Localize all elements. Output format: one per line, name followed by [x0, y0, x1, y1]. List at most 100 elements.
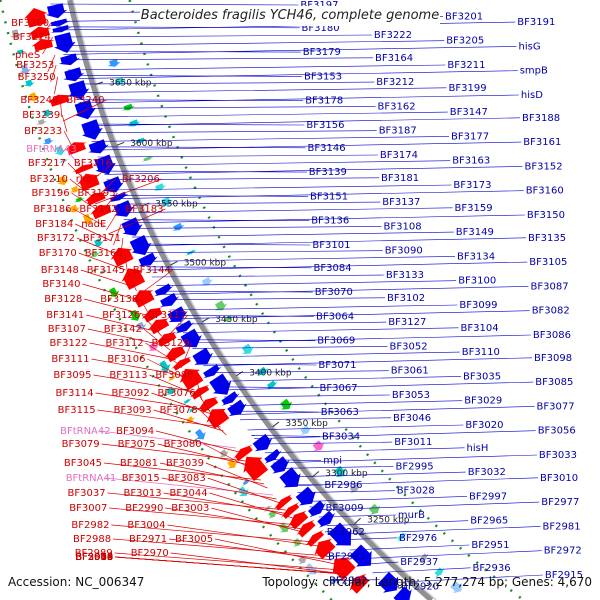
right-callout-line-73: [258, 441, 393, 445]
reverse-gene-arrow-31: [295, 486, 316, 506]
reverse-gene-arrow-22: [192, 347, 213, 365]
reverse-gene-arrow-16: [138, 252, 158, 267]
left-callout-line-64: [209, 492, 293, 519]
category-block-1: [14, 49, 27, 54]
right-gene-label-58: BF3110: [462, 347, 500, 358]
left-callout-line-61: [207, 477, 281, 504]
left-callout-line-59: [105, 477, 274, 496]
forward-gene-arrow-1: [28, 26, 52, 40]
left-gene-label-66: BF2990: [125, 503, 163, 514]
right-gene-label-23: BF3161: [523, 137, 561, 148]
category-block-14: [82, 213, 94, 225]
left-gene-label-61: BF3083: [168, 473, 206, 484]
forward-gene-arrow-30: [349, 573, 370, 594]
tick-label-1: 3600 kbp: [130, 139, 173, 149]
right-gene-label-21: BF3187: [379, 126, 417, 137]
left-gene-label-0: BF3280: [11, 18, 49, 29]
right-gene-label-4: BF3180: [302, 23, 340, 34]
right-callout-line-60: [202, 363, 317, 366]
accession-text: Accession: NC_006347: [8, 575, 145, 589]
left-gene-label-37: BF3122: [50, 338, 88, 349]
left-callout-line-80: [115, 556, 346, 575]
left-gene-label-52: BF3094: [116, 426, 154, 437]
left-callout-line-36: [143, 328, 171, 351]
left-callout-line-24: [78, 252, 126, 271]
reverse-gene-arrow-15: [129, 235, 152, 256]
category-block-3: [23, 79, 35, 87]
right-callout-line-64: [217, 386, 318, 389]
left-callout-line-45: [95, 392, 209, 411]
right-callout-line-74: [264, 447, 465, 454]
left-gene-label-7: BF3239: [22, 110, 60, 121]
left-gene-label-46: BF3092: [112, 388, 150, 399]
right-callout-line-91: [358, 550, 542, 559]
right-callout-line-67: [236, 406, 535, 415]
right-gene-label-93: BF2937: [400, 557, 438, 568]
reverse-gene-arrow-1: [48, 18, 70, 27]
left-callout-line-0: [38, 22, 52, 41]
right-gene-label-20: BF3156: [306, 120, 344, 131]
tick-label-7: 3300 kbp: [325, 469, 368, 479]
category-block-42: [121, 103, 136, 111]
right-gene-label-43: BF3105: [529, 257, 567, 268]
right-callout-line-45: [151, 274, 384, 278]
left-callout-line-18: [106, 208, 120, 231]
left-gene-label-1: BF3274: [13, 32, 51, 43]
category-block-15: [92, 238, 104, 247]
reverse-gene-arrow-17: [154, 283, 174, 297]
right-gene-label-74: hisH: [467, 443, 489, 454]
left-callout-line-71: [168, 538, 332, 561]
left-callout-line-52: [156, 430, 240, 453]
left-callout-line-58: [205, 462, 268, 489]
left-gene-label-39: BF3129: [152, 338, 190, 349]
right-gene-label-16: BF3178: [305, 96, 343, 107]
category-block-24: [166, 386, 177, 395]
category-block-48: [172, 222, 185, 231]
right-callout-line-58: [197, 351, 460, 358]
reverse-gene-arrow-32: [308, 500, 326, 518]
right-gene-label-59: BF3098: [534, 353, 572, 364]
right-callout-line-70: [247, 424, 464, 431]
category-block-7: [42, 137, 54, 144]
right-callout-line-95: [383, 574, 543, 584]
tick-mark-6: [272, 421, 280, 428]
tick-mark-3: [170, 260, 178, 266]
right-callout-line-79: [291, 477, 539, 487]
right-callout-line-63: [219, 381, 534, 391]
right-gene-label-80: BF2986: [324, 480, 362, 491]
left-gene-label-33: BF3126: [102, 310, 140, 321]
right-gene-label-28: BF3139: [309, 167, 347, 178]
right-callout-line-5: [58, 34, 372, 38]
right-callout-line-54: [182, 327, 459, 334]
forward-gene-arrow-20: [206, 408, 230, 429]
category-block-57: [300, 425, 312, 435]
left-callout-line-5: [60, 99, 63, 118]
left-gene-label-80: BF2943: [75, 552, 113, 563]
category-block-11: [69, 186, 81, 193]
left-callout-line-70: [112, 538, 328, 557]
right-callout-line-40: [135, 243, 311, 246]
left-callout-line-28: [138, 269, 174, 296]
right-callout-line-10: [67, 64, 446, 71]
left-gene-label-71: BF2971: [129, 534, 167, 545]
left-gene-label-50: BF3078: [160, 405, 198, 416]
right-callout-line-46: [156, 280, 457, 286]
right-gene-label-45: BF3133: [386, 270, 424, 281]
left-callout-line-47: [197, 392, 215, 419]
right-callout-line-68: [233, 410, 319, 413]
right-callout-line-30: [110, 184, 452, 191]
right-gene-label-73: BF3011: [394, 437, 432, 448]
reverse-gene-arrow-3: [54, 32, 76, 53]
left-gene-label-76: BF3008: [75, 552, 113, 563]
genome-backbone: [67, 0, 437, 600]
left-gene-label-36: BF3142: [104, 324, 142, 335]
left-callout-line-42: [93, 374, 197, 393]
reverse-gene-arrow-2: [50, 25, 72, 33]
right-gene-label-75: BF3033: [539, 450, 577, 461]
left-gene-label-20: BF3184: [35, 219, 73, 230]
tick-label-5: 3400 kbp: [249, 369, 292, 379]
left-gene-label-40: BF3111: [51, 354, 89, 365]
right-gene-label-13: BF3212: [376, 77, 414, 88]
right-callout-line-80: [289, 483, 323, 486]
